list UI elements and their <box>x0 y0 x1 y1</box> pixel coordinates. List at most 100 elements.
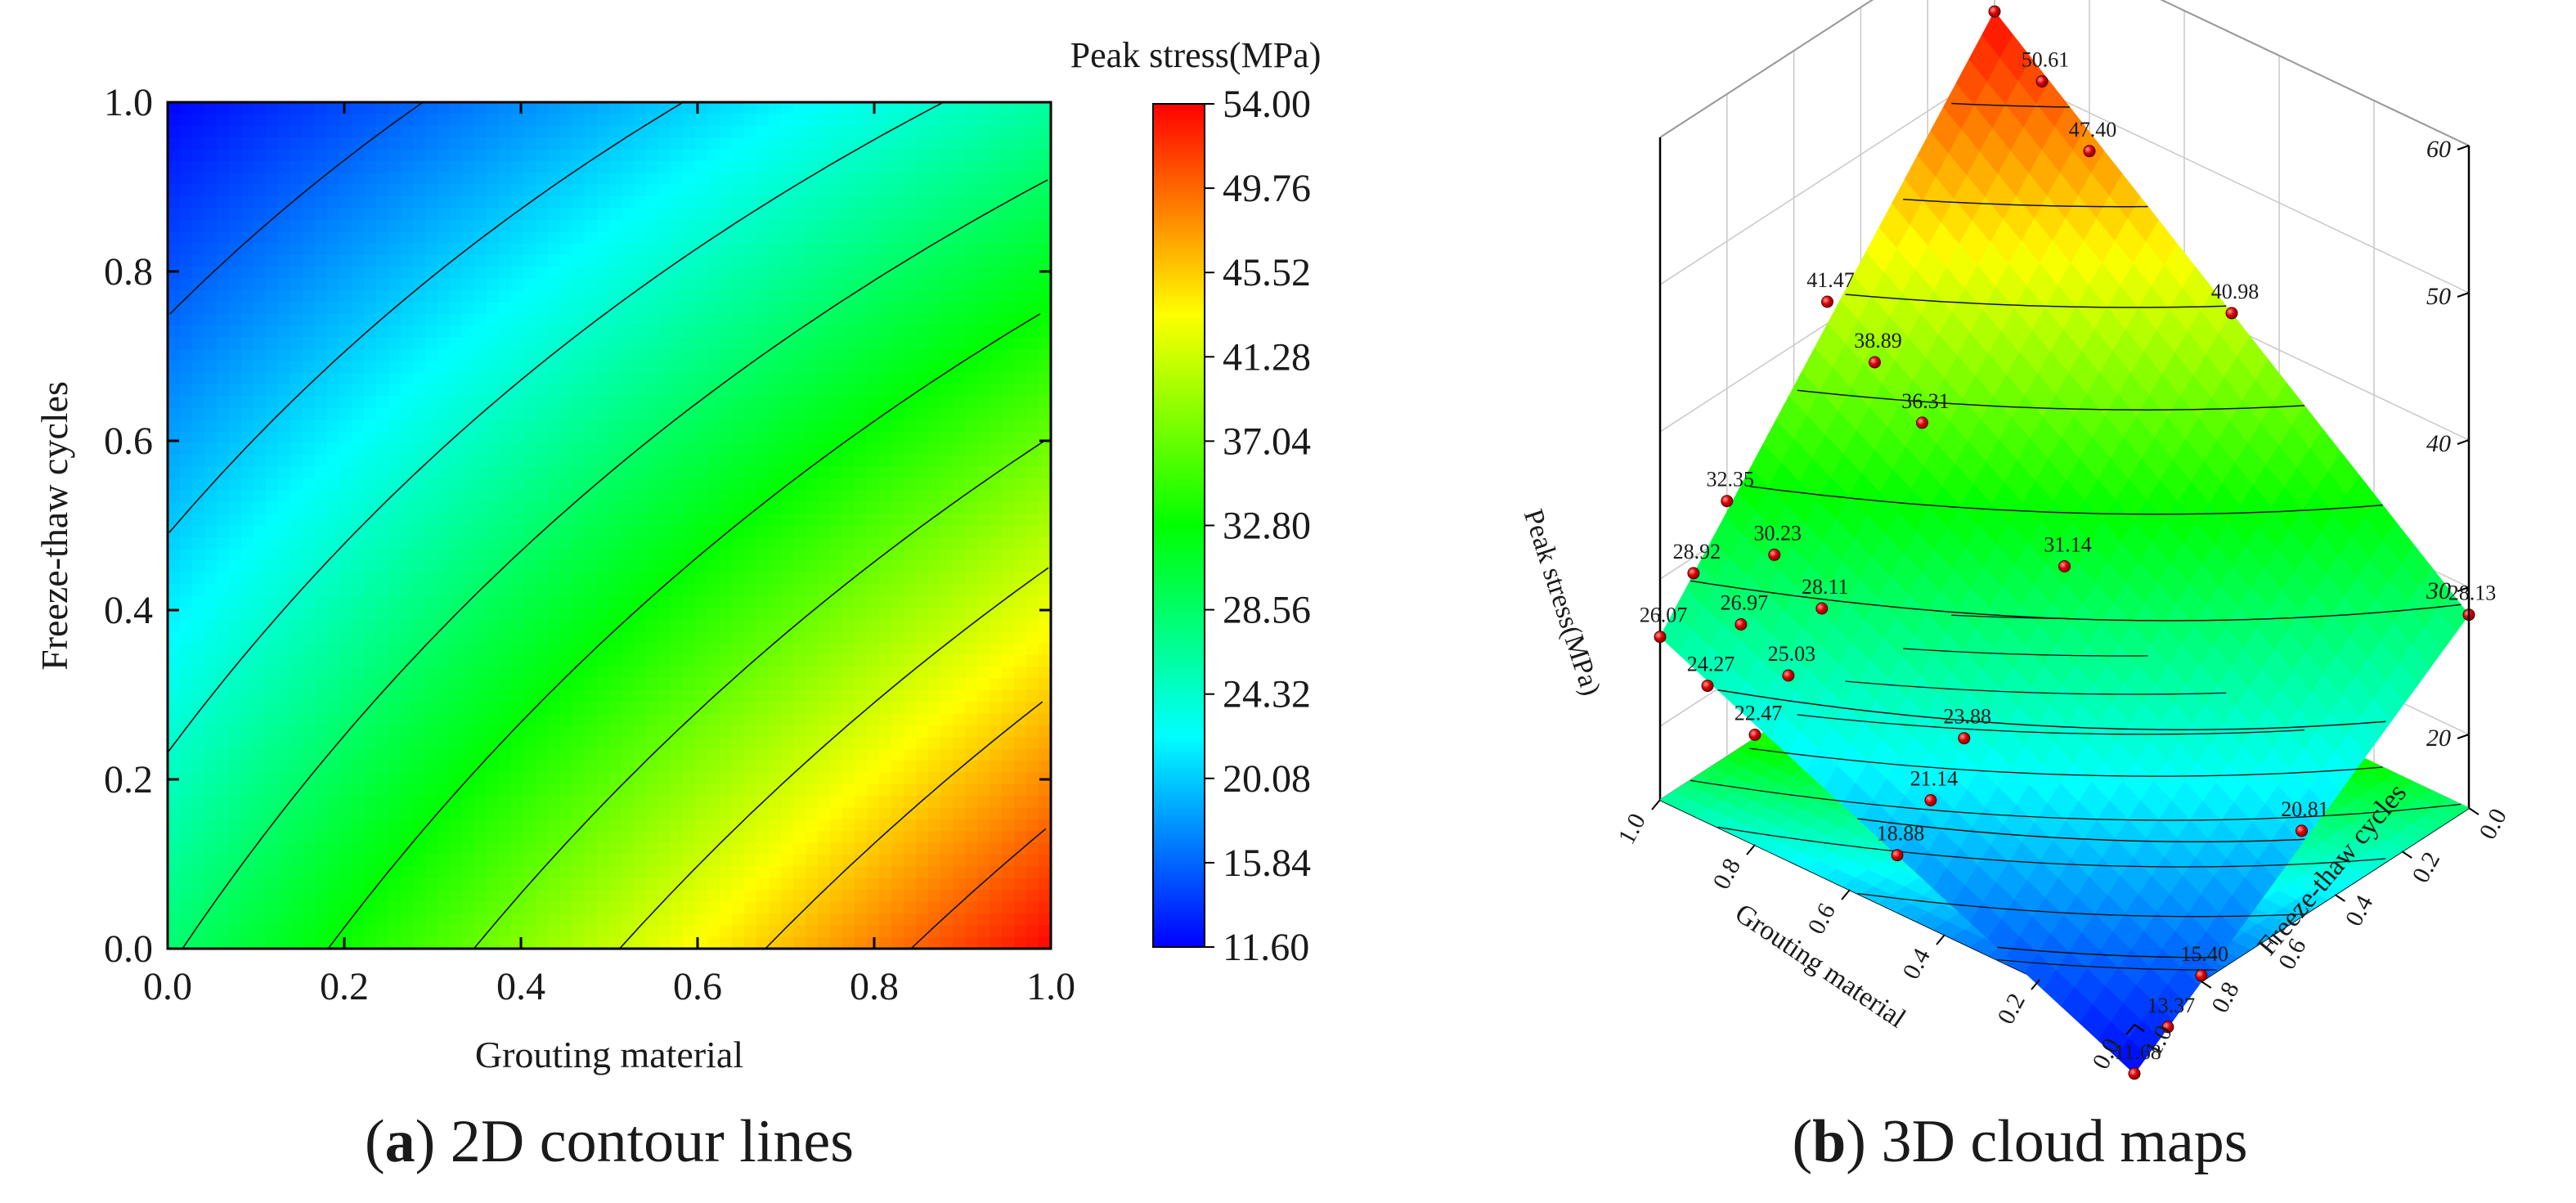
heat-cell <box>597 619 610 632</box>
heat-cell <box>499 455 512 468</box>
heat-cell <box>830 725 843 738</box>
heat-cell <box>266 584 279 597</box>
heat-cell <box>572 890 586 903</box>
heat-cell <box>229 678 242 691</box>
heat-cell <box>217 619 230 632</box>
heat-cell <box>376 302 389 315</box>
heat-cell <box>254 842 267 855</box>
heat-cell <box>425 819 438 832</box>
heat-cell <box>327 654 340 667</box>
heat-cell <box>990 866 1003 879</box>
heat-cell <box>609 761 622 773</box>
heat-cell <box>254 466 267 479</box>
heat-cell <box>781 137 794 150</box>
heat-cell <box>303 420 316 433</box>
heat-cell <box>462 442 475 456</box>
heat-cell <box>303 396 316 409</box>
heat-cell <box>634 866 647 879</box>
heat-cell <box>315 913 328 926</box>
heat-cell <box>425 595 438 608</box>
heat-cell <box>499 536 512 550</box>
heat-cell <box>217 725 230 738</box>
heat-cell <box>940 901 954 914</box>
heat-cell <box>352 514 365 527</box>
heat-cell <box>879 361 892 374</box>
heat-cell <box>977 819 990 832</box>
heat-cell <box>450 643 463 656</box>
heat-cell <box>855 313 868 326</box>
heat-cell <box>756 160 770 173</box>
heat-cell <box>487 407 500 420</box>
heat-cell <box>413 560 426 573</box>
heat-cell <box>217 855 230 867</box>
heat-cell <box>609 114 622 127</box>
heat-cell <box>855 501 868 514</box>
heat-cell <box>707 313 720 326</box>
heat-cell <box>793 219 806 232</box>
heat-cell <box>793 890 806 903</box>
heat-cell <box>474 514 487 527</box>
heat-cell <box>744 337 757 350</box>
heat-cell <box>548 925 561 938</box>
heat-cell <box>990 878 1003 891</box>
heat-cell <box>904 184 917 197</box>
heat-cell <box>597 372 610 385</box>
heat-cell <box>425 325 438 339</box>
heat-cell <box>1002 442 1015 456</box>
heat-cell <box>572 936 586 949</box>
heat-cell <box>830 608 843 621</box>
heat-cell <box>499 184 512 197</box>
heat-cell <box>855 137 868 150</box>
heat-cell <box>904 149 917 162</box>
heat-cell <box>192 796 205 809</box>
heat-cell <box>806 536 819 550</box>
heat-cell <box>315 572 328 585</box>
heat-cell <box>1002 302 1015 315</box>
heat-cell <box>572 455 586 468</box>
heat-cell <box>990 783 1003 797</box>
heat-cell <box>339 466 352 479</box>
heat-cell <box>462 431 475 444</box>
heat-cell <box>560 455 573 468</box>
heat-cell <box>916 654 929 667</box>
heat-cell <box>707 337 720 350</box>
heat-cell <box>744 608 757 621</box>
heat-cell <box>818 137 831 150</box>
heat-cell <box>388 584 402 597</box>
heat-cell <box>168 936 181 949</box>
heat-cell <box>425 525 438 538</box>
heat-cell <box>597 208 610 221</box>
heat-cell <box>683 196 696 209</box>
heat-cell <box>720 184 733 197</box>
heat-cell <box>290 501 303 514</box>
heat-cell <box>940 325 954 339</box>
heat-cell <box>818 396 831 409</box>
heat-cell <box>327 890 340 903</box>
heat-cell <box>536 431 549 444</box>
heat-cell <box>376 748 389 761</box>
heat-cell <box>339 231 352 245</box>
heat-cell <box>609 925 622 938</box>
heat-cell <box>462 325 475 339</box>
heat-cell <box>388 689 402 702</box>
heat-cell <box>204 290 218 303</box>
heat-cell <box>523 842 536 855</box>
heat-cell <box>916 678 929 691</box>
heat-cell <box>744 114 757 127</box>
heat-cell <box>388 325 402 339</box>
heat-cell <box>707 631 720 644</box>
heat-cell <box>695 267 708 280</box>
heat-cell <box>388 267 402 280</box>
heat-cell <box>585 361 598 374</box>
heat-cell <box>388 114 402 127</box>
heat-cell <box>254 560 267 573</box>
heat-cell <box>352 796 365 809</box>
heat-cell <box>241 102 254 114</box>
heat-cell <box>192 525 205 538</box>
heat-cell <box>720 807 733 820</box>
heat-cell <box>622 337 635 350</box>
heat-cell <box>560 254 573 267</box>
heat-cell <box>548 325 561 339</box>
heat-cell <box>744 667 757 679</box>
heat-cell <box>548 125 561 138</box>
